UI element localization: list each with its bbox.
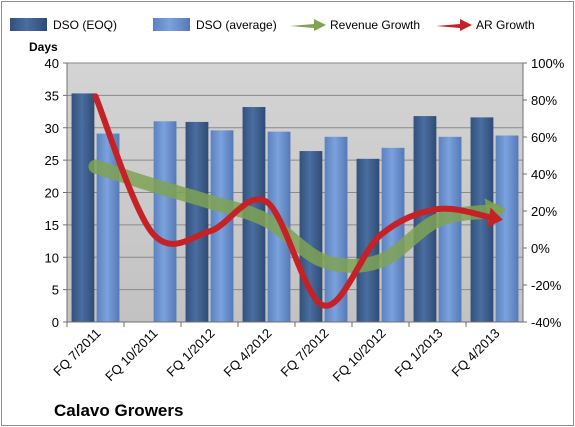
y-tick-label: 35 [45, 88, 59, 103]
bars [71, 93, 519, 323]
x-tick-label: FQ 1/2012 [164, 326, 218, 380]
y2-tick-label: 0% [531, 241, 550, 256]
x-tick-label: FQ 4/2012 [221, 326, 275, 380]
company-label: Calavo Growers [54, 401, 183, 420]
x-tick-label: FQ 4/2013 [449, 326, 503, 380]
bar-dso-average-fq-4-2013 [495, 135, 519, 322]
x-tick-label: FQ 7/2011 [50, 326, 103, 379]
bar-dso-average-fq-7-2011 [96, 133, 120, 322]
legend-item-dso-eoq: DSO (EOQ) [10, 18, 117, 32]
x-tick-label: FQ 7/2012 [278, 326, 332, 380]
y-tick-label: 5 [52, 283, 59, 298]
legend-arrow-ar-growth [436, 19, 472, 31]
legend-swatch-dso-eoq [10, 18, 47, 31]
y-tick-label: 25 [45, 153, 59, 168]
bar-dso-eoq-fq-10-2012 [356, 158, 380, 322]
line-ar-growth [92, 93, 498, 309]
y-tick-label: 30 [45, 121, 59, 136]
bar-dso-average-fq-10-2011 [153, 121, 177, 323]
y2-tick-label: 80% [531, 93, 557, 108]
y-tick-labels: 0 5 10 15 20 25 30 35 40 [45, 56, 67, 330]
y-tick-label: 10 [45, 250, 59, 265]
bar-dso-eoq-fq-1-2013 [413, 116, 437, 322]
legend-swatch-dso-average [153, 18, 190, 31]
y-tick-label: 20 [45, 186, 59, 201]
y2-tick-label: 60% [531, 130, 557, 145]
legend-label-dso-eoq: DSO (EOQ) [53, 18, 117, 32]
legend-label-ar-growth: AR Growth [476, 18, 535, 32]
bar-dso-average-fq-1-2013 [438, 136, 462, 322]
bar-dso-average-fq-7-2012 [324, 136, 348, 322]
y2-tick-label: 40% [531, 167, 557, 182]
x-tick-label: FQ 1/2013 [392, 326, 446, 380]
legend-label-dso-average: DSO (average) [196, 18, 277, 32]
y2-tick-label: 20% [531, 204, 557, 219]
y2-tick-labels: -40% -20% 0% 20% 40% 60% 80% 100% [523, 56, 565, 330]
growth-lines [88, 93, 507, 309]
y-tick-label: 0 [52, 315, 59, 330]
bar-dso-eoq-fq-7-2011 [71, 93, 95, 323]
arrowhead-ar-growth [487, 207, 503, 228]
bar-dso-average-fq-10-2012 [381, 147, 405, 322]
bar-dso-eoq-fq-4-2013 [470, 117, 494, 322]
legend: DSO (EOQ) DSO (average) Revenue Growth A… [10, 18, 535, 32]
legend-item-dso-average: DSO (average) [153, 18, 277, 32]
y-tick-label: 40 [45, 56, 59, 71]
x-tick-label: FQ 10/2012 [329, 326, 388, 385]
x-tick-label: FQ 10/2011 [102, 326, 160, 384]
y2-tick-label: -20% [531, 278, 562, 293]
y2-tick-label: 100% [531, 56, 565, 71]
legend-item-revenue-growth: Revenue Growth [290, 18, 420, 32]
legend-arrow-revenue-growth [290, 19, 326, 31]
legend-item-ar-growth: AR Growth [436, 18, 535, 32]
y-axis-title: Days [29, 40, 58, 54]
legend-label-revenue-growth: Revenue Growth [330, 18, 420, 32]
y-tick-label: 15 [45, 218, 59, 233]
line-revenue-growth [88, 159, 502, 273]
y2-tick-label: -40% [531, 315, 562, 330]
bar-dso-eoq-fq-1-2012 [185, 121, 209, 322]
